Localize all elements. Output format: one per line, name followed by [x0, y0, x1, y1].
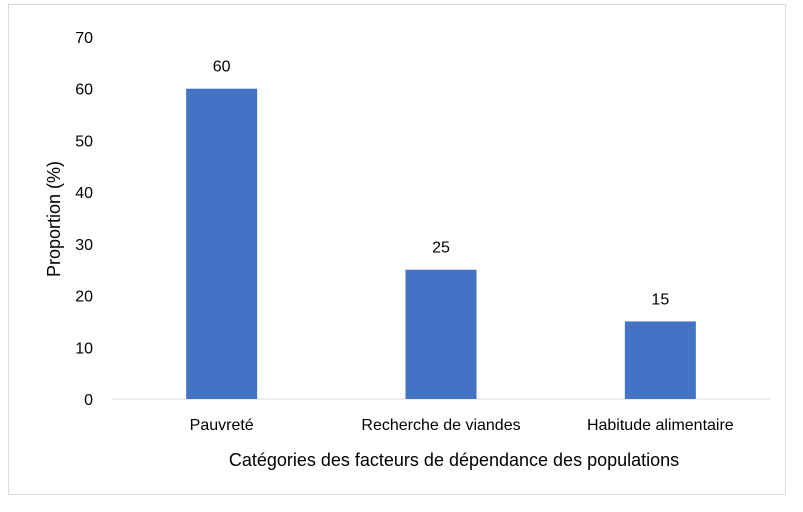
- bar: [405, 269, 477, 399]
- x-category-label: Recherche de viandes: [361, 417, 520, 434]
- y-tick-label: 0: [84, 392, 93, 409]
- x-category-label: Pauvreté: [190, 417, 254, 434]
- chart-frame: [8, 4, 786, 495]
- data-labels: 60 25 15: [213, 59, 670, 309]
- y-tick-label: 60: [75, 82, 93, 99]
- bar-value-label: 15: [651, 291, 669, 308]
- y-axis-ticks: 0 10 20 30 40 50 60 70: [75, 30, 93, 409]
- x-category-label: Habitude alimentaire: [587, 417, 734, 434]
- bar: [186, 88, 258, 399]
- bars: [186, 88, 696, 399]
- bar-value-label: 25: [432, 240, 450, 257]
- y-tick-label: 40: [75, 185, 93, 202]
- y-tick-label: 20: [75, 289, 93, 306]
- bar: [624, 321, 696, 399]
- x-axis-ticks: Pauvreté Recherche de viandes Habitude ali…: [190, 417, 734, 434]
- y-tick-label: 30: [75, 237, 93, 254]
- y-tick-label: 50: [75, 133, 93, 150]
- y-tick-label: 70: [75, 30, 93, 47]
- y-tick-label: 10: [75, 340, 93, 357]
- bar-value-label: 60: [213, 59, 231, 76]
- y-axis-title: Proportion (%): [44, 161, 64, 277]
- x-axis-title: Catégories des facteurs de dépendance de…: [229, 450, 679, 470]
